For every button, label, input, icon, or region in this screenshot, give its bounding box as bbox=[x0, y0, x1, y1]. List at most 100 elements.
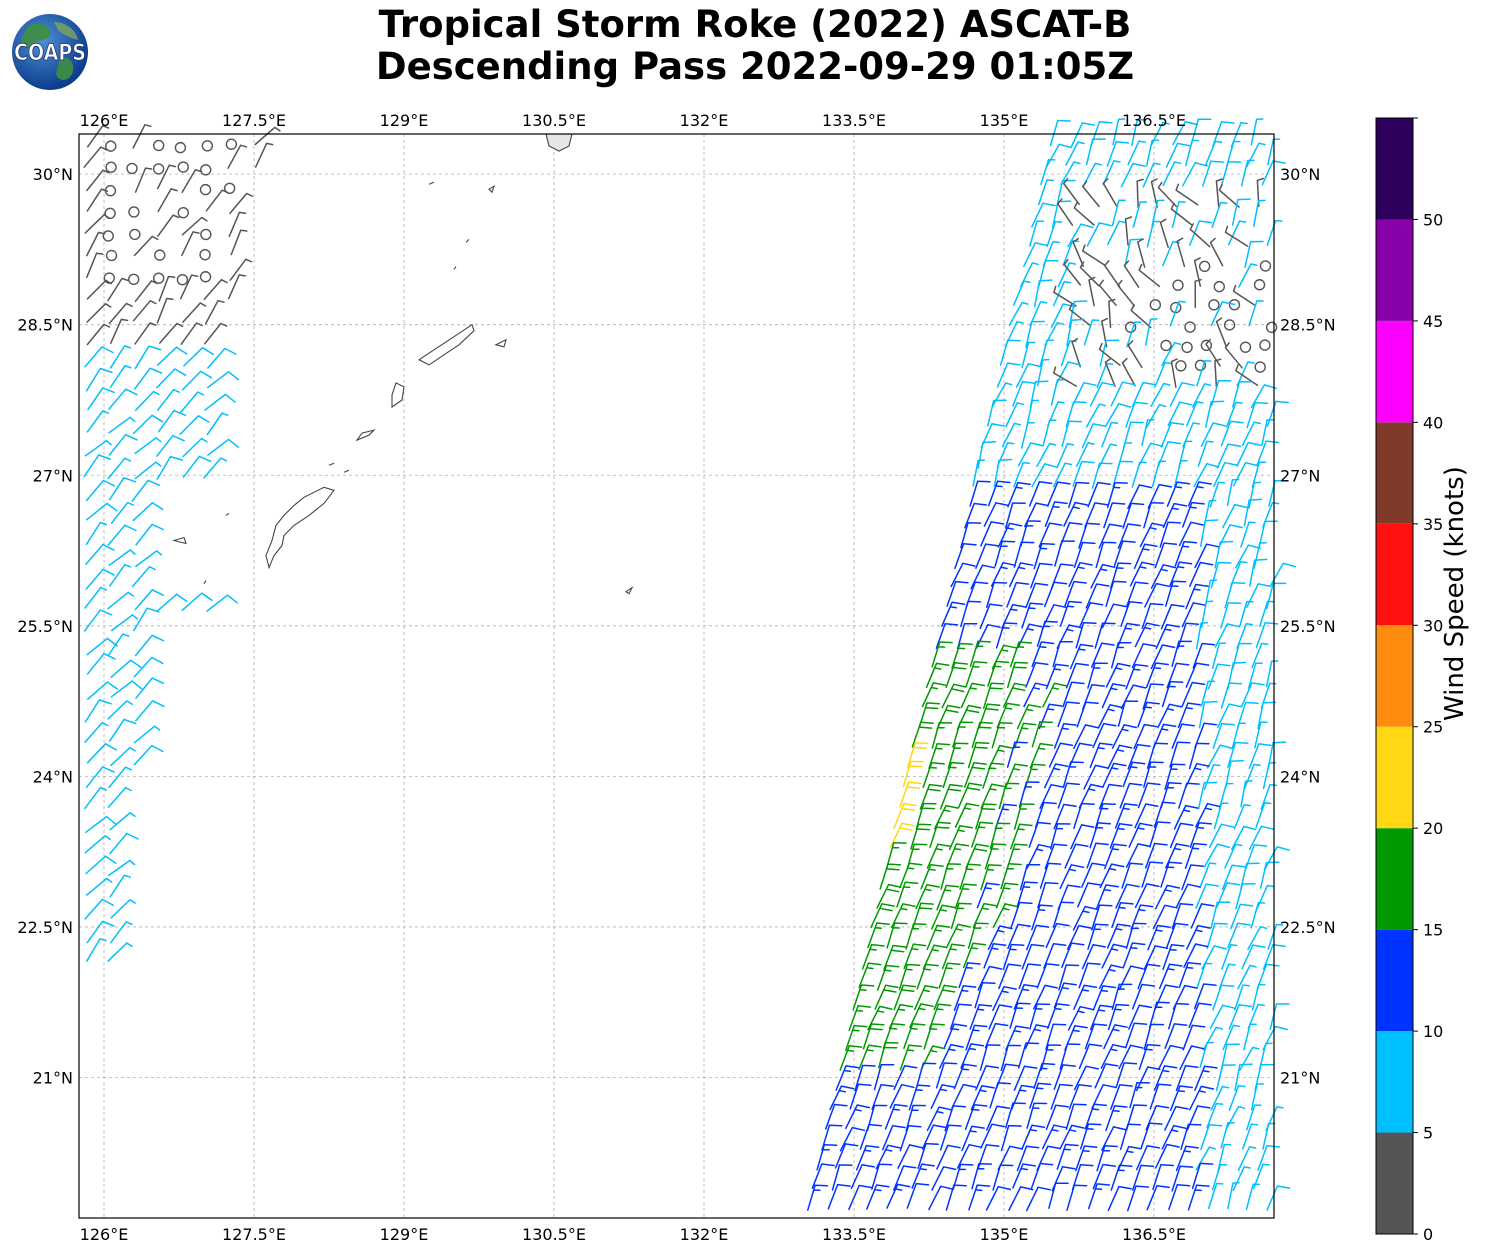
wind-barb bbox=[1061, 420, 1083, 448]
wind-barb bbox=[1135, 1066, 1161, 1092]
wind-barb bbox=[1261, 160, 1286, 186]
wind-barb bbox=[1111, 724, 1138, 749]
wind-barb bbox=[207, 438, 240, 456]
wind-barb bbox=[1050, 1083, 1073, 1110]
wind-barb bbox=[946, 580, 969, 607]
wind-barb bbox=[1146, 742, 1169, 769]
colorbar-tick-label: 25 bbox=[1423, 718, 1443, 737]
wind-barb bbox=[1024, 502, 1049, 528]
wind-barb bbox=[1144, 842, 1168, 869]
wind-barb bbox=[1154, 1143, 1180, 1169]
wind-barb bbox=[1269, 562, 1296, 587]
wind-barb bbox=[1103, 1024, 1128, 1050]
wind-barb bbox=[85, 521, 108, 546]
wind-barb bbox=[995, 882, 1019, 909]
wind-barb bbox=[1143, 761, 1164, 788]
wind-barb bbox=[109, 345, 132, 369]
wind-barb bbox=[989, 822, 1011, 850]
wind-barb bbox=[203, 278, 228, 301]
wind-barb bbox=[1175, 883, 1201, 909]
wind-barb bbox=[850, 1164, 875, 1190]
colorbar-bin bbox=[1376, 1132, 1413, 1234]
wind-barb bbox=[1224, 342, 1243, 369]
calm-wind-circle bbox=[129, 228, 141, 241]
calm-wind-circle bbox=[152, 163, 165, 175]
wind-barb bbox=[156, 455, 184, 480]
wind-barb bbox=[1017, 442, 1044, 467]
wind-barb bbox=[986, 1105, 1011, 1131]
wind-barb bbox=[1033, 542, 1055, 570]
wind-barb bbox=[110, 614, 139, 632]
calm-wind-circle bbox=[105, 140, 117, 152]
wind-barb bbox=[992, 985, 1017, 1011]
wind-barb bbox=[206, 412, 229, 436]
wind-barb bbox=[1040, 158, 1056, 186]
wind-barb bbox=[1075, 1145, 1098, 1172]
calm-wind-circle bbox=[177, 161, 189, 173]
wind-barb bbox=[85, 855, 117, 875]
wind-barb bbox=[1124, 216, 1133, 246]
wind-barb bbox=[1089, 822, 1112, 849]
wind-barb bbox=[1040, 1044, 1062, 1071]
wind-barb bbox=[987, 660, 1010, 687]
wind-barb bbox=[109, 563, 132, 587]
lon-tick-label-top: 129°E bbox=[380, 111, 429, 130]
wind-barb bbox=[1042, 682, 1068, 708]
wind-barb bbox=[1049, 119, 1071, 147]
wind-barb bbox=[950, 562, 976, 588]
wind-barb bbox=[1130, 304, 1152, 329]
wind-barb bbox=[85, 568, 115, 590]
wind-barb bbox=[1064, 580, 1087, 607]
title-line-2: Descending Pass 2022-09-29 01:05Z bbox=[375, 45, 1135, 88]
wind-barb bbox=[1193, 983, 1217, 1010]
wind-barb bbox=[1231, 722, 1246, 750]
wind-barb bbox=[1198, 700, 1218, 729]
wind-barb bbox=[205, 189, 229, 212]
wind-barb bbox=[1177, 702, 1201, 729]
wind-barb bbox=[884, 1103, 908, 1130]
wind-barb bbox=[1013, 461, 1031, 488]
wind-barb bbox=[1199, 862, 1217, 888]
wind-barb bbox=[985, 1185, 1012, 1211]
island-coastline bbox=[265, 486, 335, 570]
wind-barb bbox=[922, 762, 945, 789]
wind-barb bbox=[1041, 1124, 1067, 1150]
wind-barb bbox=[1065, 141, 1085, 166]
wind-barb bbox=[1013, 722, 1037, 749]
wind-barb bbox=[1248, 300, 1264, 327]
lat-tick-label-right: 24°N bbox=[1280, 767, 1320, 786]
wind-barb bbox=[1232, 1166, 1251, 1192]
wind-barb bbox=[1200, 680, 1216, 708]
wind-barb bbox=[1214, 623, 1241, 648]
wind-barb bbox=[1100, 1043, 1126, 1069]
wind-barb bbox=[1084, 1023, 1108, 1050]
wind-barb bbox=[1009, 641, 1033, 668]
wind-barb bbox=[108, 766, 132, 789]
wind-barb bbox=[1228, 1085, 1246, 1111]
wind-barb bbox=[1160, 782, 1182, 809]
wind-barb bbox=[1029, 1082, 1052, 1109]
wind-barb bbox=[977, 1144, 1000, 1171]
wind-barb bbox=[1052, 280, 1072, 307]
wind-barb bbox=[1057, 701, 1080, 728]
wind-barb bbox=[134, 167, 153, 193]
wind-barb bbox=[980, 1123, 1005, 1149]
wind-barb bbox=[1024, 763, 1046, 791]
wind-barb bbox=[1116, 622, 1141, 649]
wind-barb bbox=[1094, 1063, 1119, 1089]
calm-wind-circle bbox=[152, 272, 165, 284]
wind-barb bbox=[1206, 744, 1234, 769]
wind-barb bbox=[1078, 1043, 1103, 1070]
coastlines bbox=[171, 133, 634, 595]
wind-barb bbox=[845, 1104, 871, 1130]
wind-barb bbox=[1122, 502, 1145, 529]
wind-barb bbox=[1213, 461, 1238, 488]
wind-barb bbox=[987, 925, 1013, 951]
wind-barb bbox=[1057, 782, 1080, 809]
wind-barb bbox=[85, 502, 118, 521]
wind-barb bbox=[1049, 822, 1071, 850]
wind-barb bbox=[1131, 983, 1156, 1010]
wind-barb bbox=[158, 275, 176, 302]
wind-barb bbox=[1214, 540, 1234, 569]
wind-barb bbox=[182, 302, 207, 323]
